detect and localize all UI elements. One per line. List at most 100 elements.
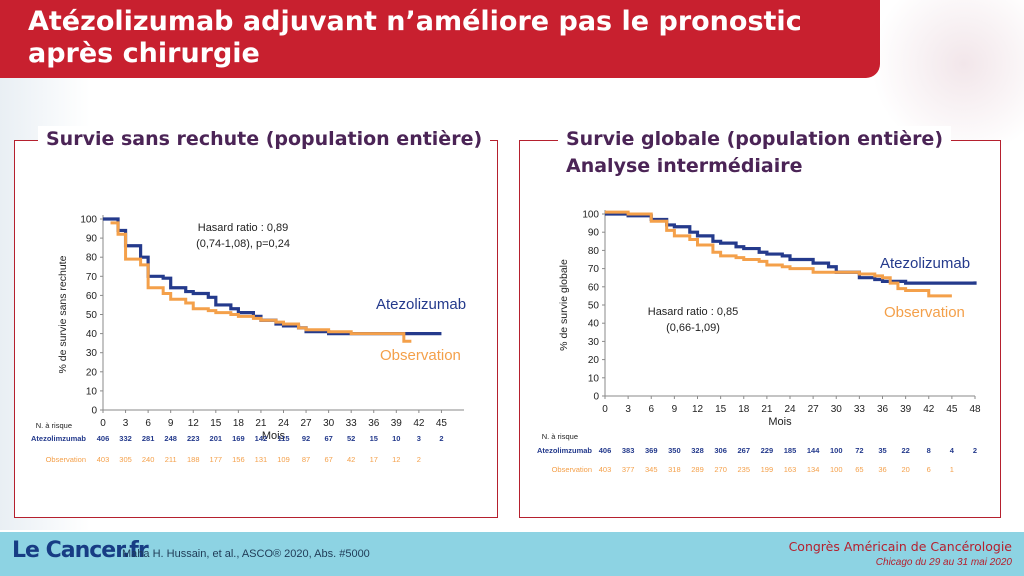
y-axis-label: % de survie sans rechute	[57, 255, 69, 373]
y-tick-label: 70	[588, 264, 600, 275]
at-risk-value: 211	[165, 455, 177, 464]
at-risk-value: 65	[855, 465, 863, 474]
legend-observation: Observation	[380, 347, 461, 364]
at-risk-value: 52	[347, 434, 355, 443]
at-risk-value: 35	[878, 446, 886, 455]
x-tick-label: 3	[625, 404, 631, 415]
at-risk-value: 270	[714, 465, 727, 474]
y-tick-label: 100	[80, 215, 97, 226]
footer-bar	[0, 532, 1024, 576]
legend-observation: Observation	[884, 304, 965, 321]
at-risk-value: 403	[599, 465, 612, 474]
at-risk-value: 15	[370, 434, 378, 443]
x-tick-label: 30	[323, 418, 335, 429]
at-risk-value: 72	[855, 446, 863, 455]
y-tick-label: 50	[86, 310, 98, 321]
congress-name: Congrès Américain de Cancérologie	[788, 539, 1012, 554]
y-tick-label: 50	[588, 301, 600, 312]
at-risk-value: 185	[784, 446, 797, 455]
at-risk-value: 36	[878, 465, 886, 474]
hazard-ratio-annotation: Hasard ratio : 0,89	[198, 222, 289, 234]
x-tick-label: 39	[900, 404, 912, 415]
x-tick-label: 48	[969, 404, 981, 415]
at-risk-value: 67	[324, 434, 332, 443]
x-tick-label: 24	[278, 418, 290, 429]
at-risk-value: 2	[439, 434, 443, 443]
x-axis-label: Mois	[768, 416, 792, 428]
at-risk-value: 100	[830, 465, 843, 474]
legend-atezolizumab: Atezolizumab	[376, 296, 466, 313]
at-risk-value: 17	[370, 455, 378, 464]
at-risk-value: 87	[302, 455, 310, 464]
x-tick-label: 27	[808, 404, 820, 415]
x-tick-label: 30	[831, 404, 843, 415]
x-axis-label: Mois	[262, 430, 286, 442]
at-risk-value: 248	[164, 434, 177, 443]
x-tick-label: 36	[368, 418, 380, 429]
x-tick-label: 42	[923, 404, 935, 415]
at-risk-value: 289	[691, 465, 704, 474]
y-axis-label: % de survie globale	[558, 259, 570, 351]
panel-overall-survival	[519, 140, 1001, 518]
at-risk-value: 100	[830, 446, 843, 455]
y-tick-label: 20	[86, 367, 98, 378]
at-risk-row-label: Atezolimzumab	[31, 434, 86, 443]
x-tick-label: 18	[738, 404, 750, 415]
x-tick-label: 12	[188, 418, 200, 429]
at-risk-value: 406	[599, 446, 612, 455]
x-tick-label: 21	[255, 418, 267, 429]
at-risk-row-label: Observation	[46, 455, 86, 464]
at-risk-value: 4	[950, 446, 955, 455]
x-tick-label: 3	[123, 418, 129, 429]
at-risk-value: 403	[97, 455, 110, 464]
at-risk-value: 20	[901, 465, 909, 474]
at-risk-value: 109	[277, 455, 290, 464]
at-risk-value: 377	[622, 465, 635, 474]
x-tick-label: 6	[145, 418, 151, 429]
at-risk-row-label: Atezolimzumab	[537, 446, 592, 455]
x-tick-label: 9	[168, 418, 174, 429]
at-risk-value: 2	[417, 455, 421, 464]
at-risk-value: 328	[691, 446, 704, 455]
x-tick-label: 0	[100, 418, 106, 429]
y-tick-label: 30	[588, 337, 600, 348]
at-risk-value: 134	[807, 465, 820, 474]
x-tick-label: 21	[761, 404, 773, 415]
y-tick-label: 10	[86, 386, 98, 397]
x-tick-label: 12	[692, 404, 704, 415]
at-risk-header: N. à risque	[36, 421, 72, 430]
panel-title-overall: Survie globale (population entière)	[558, 126, 952, 152]
at-risk-value: 142	[255, 434, 268, 443]
y-tick-label: 0	[91, 406, 97, 417]
at-risk-value: 383	[622, 446, 635, 455]
series-line-observation	[110, 221, 412, 343]
x-tick-label: 27	[301, 418, 313, 429]
site-logo[interactable]: Le Cancer.fr	[12, 538, 149, 563]
at-risk-value: 156	[232, 455, 245, 464]
at-risk-value: 332	[119, 434, 132, 443]
y-tick-label: 90	[86, 234, 98, 245]
at-risk-row-label: Observation	[552, 465, 592, 474]
x-tick-label: 15	[715, 404, 727, 415]
series-line-observation	[605, 210, 952, 298]
hazard-ratio-annotation: Hasard ratio : 0,85	[648, 306, 739, 318]
series-line-atezolizumab	[103, 217, 442, 336]
x-tick-label: 15	[210, 418, 222, 429]
y-tick-label: 70	[86, 272, 98, 283]
title-banner: Atézolizumab adjuvant n’améliore pas le …	[0, 0, 880, 78]
at-risk-value: 199	[761, 465, 774, 474]
y-tick-label: 90	[588, 228, 600, 239]
panel-relapse-free-survival	[14, 140, 498, 518]
at-risk-value: 318	[668, 465, 681, 474]
x-tick-label: 39	[391, 418, 403, 429]
y-tick-label: 60	[86, 291, 98, 302]
panel-title-relapse-free: Survie sans rechute (population entière)	[38, 126, 491, 152]
at-risk-value: 240	[142, 455, 155, 464]
at-risk-value: 267	[737, 446, 750, 455]
x-tick-label: 18	[233, 418, 245, 429]
legend-atezolizumab: Atezolizumab	[880, 255, 970, 272]
at-risk-value: 235	[737, 465, 750, 474]
at-risk-value: 8	[927, 446, 931, 455]
at-risk-value: 115	[277, 434, 289, 443]
at-risk-value: 42	[347, 455, 355, 464]
